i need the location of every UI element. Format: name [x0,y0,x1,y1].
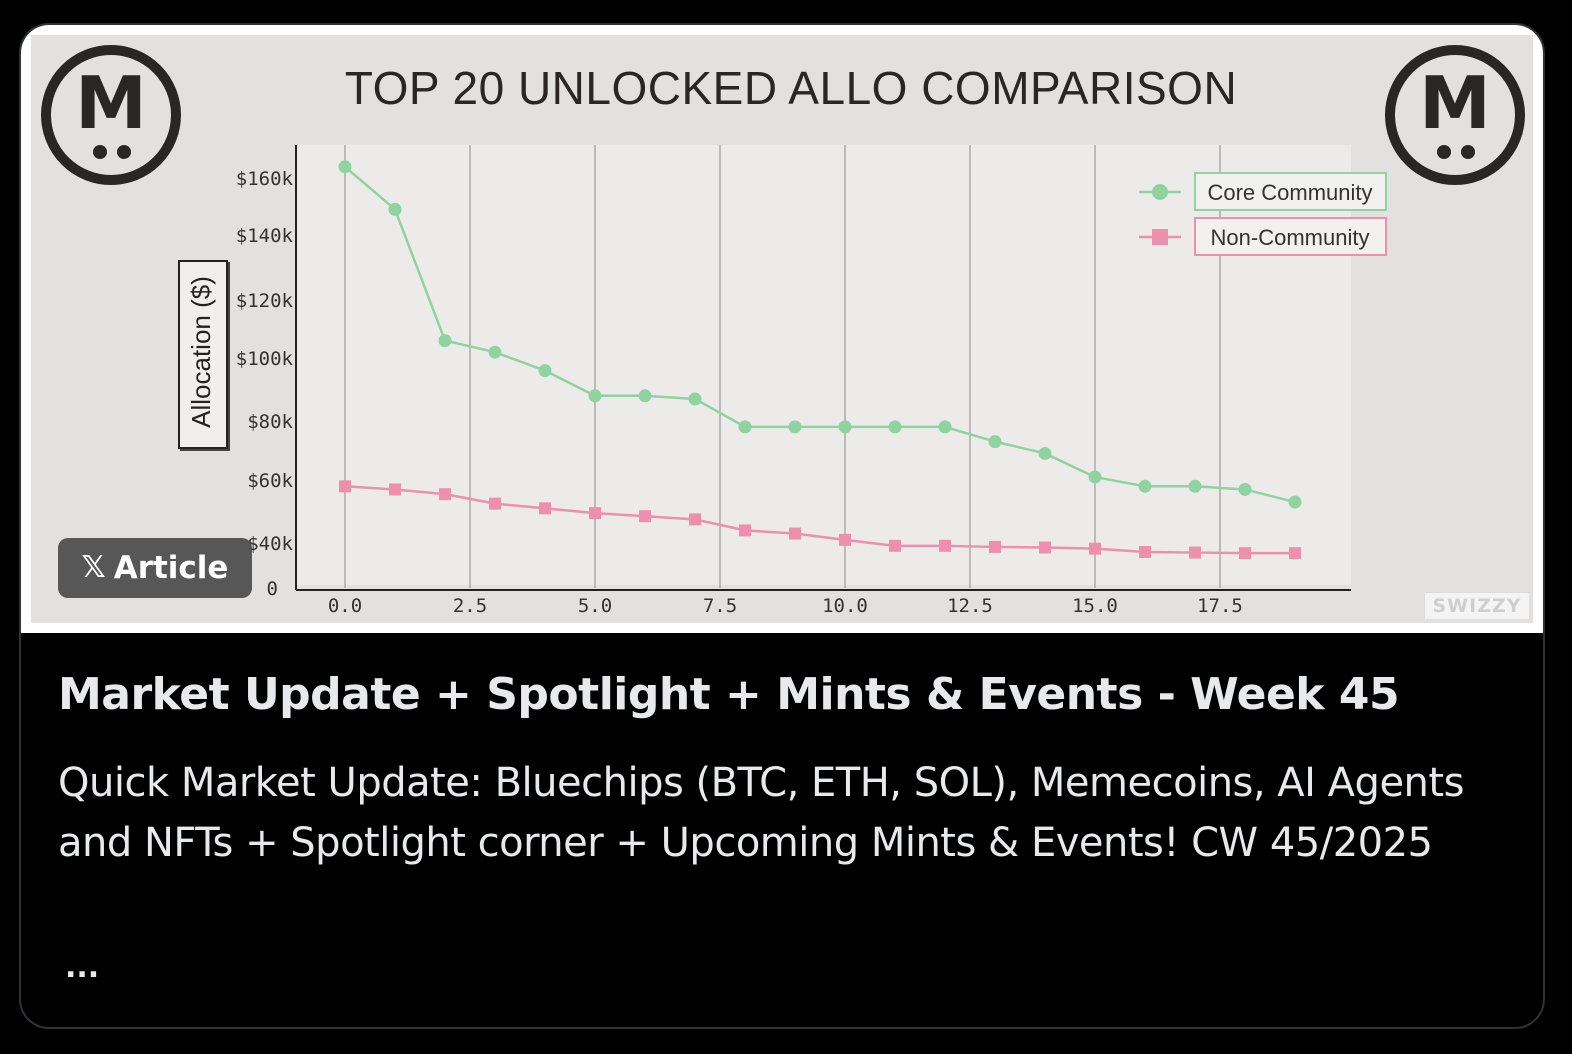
data-point [588,389,602,403]
chart-image: M M TOP 20 UNLOCKED ALLO COMPARISON Allo… [31,35,1533,623]
x-tick-label: 5.0 [578,595,612,617]
x-tick-label: 7.5 [703,595,737,617]
plot-area [296,145,1351,585]
logo-dot [93,145,107,159]
brand-logo-left: M [41,45,181,185]
y-tick-label: $60k [247,470,293,492]
article-cover-image[interactable]: M M TOP 20 UNLOCKED ALLO COMPARISON Allo… [21,25,1543,633]
article-title[interactable]: Market Update + Spotlight + Mints & Even… [58,669,1400,720]
data-point [539,502,551,515]
data-point [1138,479,1152,493]
legend-label: Non-Community [1211,225,1370,250]
data-point [439,488,451,501]
data-point [838,420,852,434]
data-point [688,392,702,406]
line-chart: 0.0 2.5 5.0 7.5 10.0 12.5 15.0 17.5 0 $40k $60k $80… [236,145,1387,617]
data-point [938,420,952,434]
brand-logo-right: M [1385,45,1525,185]
y-tick-label: $140k [236,225,294,247]
x-tick-label: 12.5 [947,595,993,617]
y-tick-label: 0 [267,578,278,600]
data-point [338,160,352,174]
data-point [1238,482,1252,496]
data-point [389,483,401,496]
data-point [438,334,452,348]
x-tick-label: 10.0 [822,595,868,617]
series-line [344,485,1295,555]
legend-box [1194,217,1387,256]
data-point [388,202,402,216]
data-point [639,510,651,523]
chart-title: TOP 20 UNLOCKED ALLO COMPARISON [344,62,1238,114]
data-point [488,345,502,359]
data-point [788,420,802,434]
data-point [489,497,501,510]
data-point [1189,546,1201,559]
data-point [888,420,902,434]
data-point [939,539,951,552]
x-tick-label: 17.5 [1197,595,1243,617]
data-point [1039,541,1051,554]
y-axis-label-box [178,260,228,449]
data-point [1289,547,1301,560]
data-point [1188,479,1202,493]
article-card[interactable]: M M TOP 20 UNLOCKED ALLO COMPARISON Allo… [19,23,1545,1029]
article-badge-label: Article [113,550,229,586]
data-point [1038,446,1052,460]
data-point [1088,470,1102,484]
article-badge: 𝕏 Article [58,538,252,598]
watermark: SWIZZY [1424,592,1530,620]
y-tick-label: $160k [236,168,294,190]
data-point [1089,542,1101,555]
data-point [689,513,701,526]
article-description: Quick Market Update: Bluechips (BTC, ETH… [58,760,1464,866]
more-ellipsis: ... [65,950,100,985]
data-point [1139,546,1151,558]
logo-letter: M [75,61,147,145]
legend-box [1194,172,1387,211]
logo-dot [1461,145,1475,159]
series-line [344,165,1296,504]
x-logo-icon: 𝕏 [81,550,106,585]
data-point [889,539,901,552]
data-point [789,527,801,540]
data-point [1239,547,1251,560]
y-tick-label: $40k [247,533,293,555]
x-tick-label: 15.0 [1072,595,1118,617]
data-point [1288,495,1302,509]
y-tick-label: $80k [247,411,293,433]
data-point [989,540,1001,553]
x-tick-label: 2.5 [453,595,487,617]
data-point [589,507,601,520]
x-tick-label: 0.0 [328,595,362,617]
legend-marker [1152,229,1168,245]
logo-dot [117,145,131,159]
data-point [638,389,652,403]
logo-letter: M [1419,61,1491,145]
data-point [839,533,851,546]
y-tick-label: $100k [236,348,294,370]
data-point [339,480,351,493]
data-point [738,420,752,434]
y-tick-label: $120k [236,290,294,312]
data-point [538,364,552,378]
data-point [739,524,751,537]
data-point [988,435,1002,449]
legend-label: Core Community [1207,180,1372,205]
legend-marker [1152,184,1168,200]
logo-dot [1437,145,1451,159]
